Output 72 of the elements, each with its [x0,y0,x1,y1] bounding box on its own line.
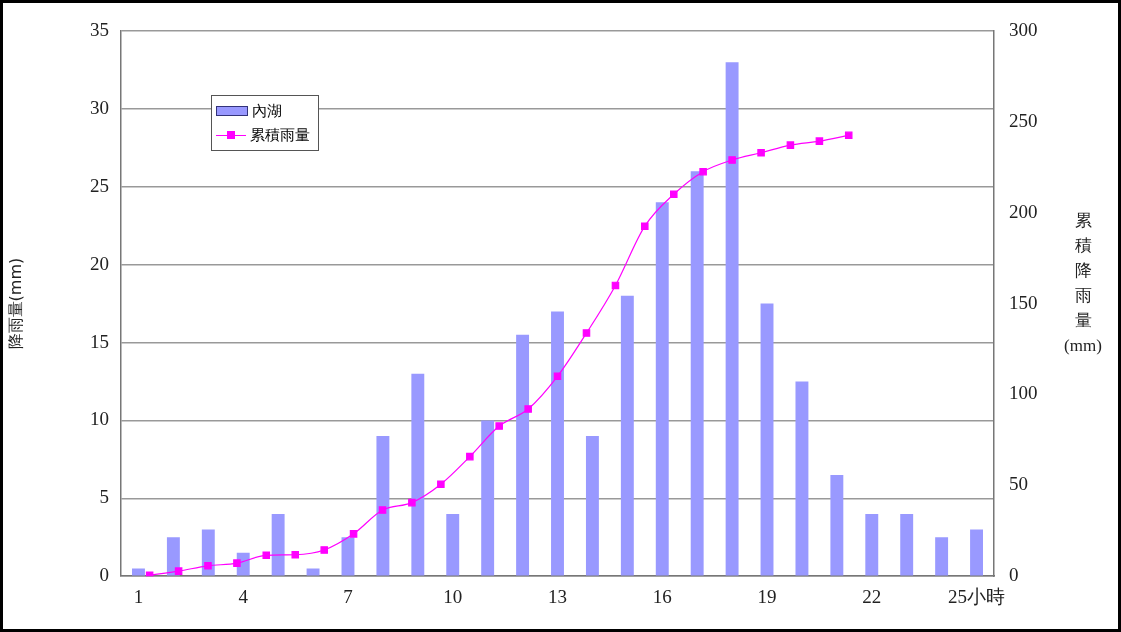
point [670,190,678,198]
x-tick-label: 10 [443,585,463,607]
bar [620,295,634,576]
point [582,329,591,337]
bar [900,513,914,576]
y2-axis-title: 累積降雨量(mm) [1063,210,1103,357]
point [378,506,387,514]
bar [132,568,145,576]
x-tick-label: 13 [548,585,567,607]
y2-tick-label: 200 [1009,200,1038,222]
point [495,422,503,430]
bar [446,513,460,576]
x-tick-label: 22 [862,585,882,607]
bar [585,436,599,576]
point [204,562,212,570]
bar [271,513,285,576]
point [233,559,241,567]
bar [865,513,879,576]
x-tick-label: 7 [343,585,353,607]
bar [306,568,320,576]
point [524,405,532,413]
bar [516,334,530,576]
bar [725,62,739,576]
y-tick-label: 20 [90,252,109,274]
point [553,372,562,381]
y-axis-title: 降雨量(mm) [5,257,25,350]
y2-tick-label: 0 [1009,564,1019,586]
bar [830,474,844,576]
x-tick-label: 1 [133,585,144,607]
bar [935,537,949,576]
point [844,131,853,140]
point [641,222,649,230]
y-tick-label: 35 [90,18,109,40]
bar [655,202,669,576]
y-tick-label: 25 [90,174,109,196]
legend-label: 累積雨量 [250,125,310,145]
bar [481,420,495,576]
point [786,141,795,149]
bar [376,436,390,576]
y-tick-label: 15 [90,330,109,352]
point [728,156,736,164]
y-tick-label: 30 [90,96,109,118]
point [291,550,300,559]
point [437,480,445,489]
bar [690,171,704,576]
point [757,148,765,157]
point [466,452,474,461]
bar [795,381,809,576]
x-tick-label: 25小時 [948,585,1006,607]
y-tick-label: 10 [90,408,109,430]
bar [411,373,425,576]
y-tick-label: 5 [99,486,109,508]
bar [970,529,983,576]
y2-tick-label: 300 [1009,18,1038,40]
point [699,167,707,176]
y2-tick-label: 250 [1009,109,1038,131]
point [815,137,824,145]
y2-tick-label: 150 [1009,291,1038,313]
y2-tick-label: 50 [1009,473,1028,495]
point [320,546,329,554]
bar [551,311,564,576]
y2-tick-label: 100 [1009,382,1038,404]
point [174,567,183,575]
point [408,498,416,507]
x-tick-label: 16 [652,585,672,607]
x-tick-label: 4 [238,585,249,607]
legend-label: 內湖 [252,101,282,121]
bar [760,303,774,576]
y-tick-label: 0 [99,564,109,586]
x-tick-label: 19 [757,585,777,607]
point [262,551,271,560]
point [349,530,358,538]
